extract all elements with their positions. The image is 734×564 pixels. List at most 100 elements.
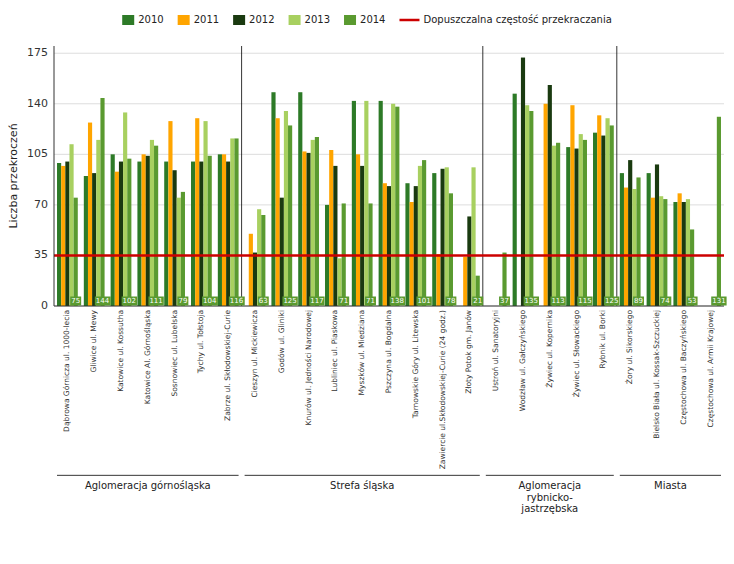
bar <box>280 198 284 306</box>
data-label: 74 <box>661 297 670 305</box>
bar <box>575 149 579 306</box>
data-label-group: 116 <box>229 297 245 306</box>
bar <box>307 153 311 306</box>
bar <box>651 198 655 306</box>
data-label-group: 75 <box>70 297 81 306</box>
data-label-group: 53 <box>687 297 698 306</box>
bar <box>69 144 73 306</box>
group-label: Miasta <box>654 480 687 491</box>
data-label-box <box>122 297 137 306</box>
bar <box>395 107 399 306</box>
data-label-box <box>633 297 644 306</box>
legend-item: 2013 <box>289 14 330 25</box>
x-tick-label: Ustroń ul. Sanatoryjni <box>491 310 500 391</box>
data-label: 131 <box>712 297 725 305</box>
x-tick-label: Cieszyn ul. Mickiewicza <box>250 310 259 398</box>
bar <box>579 134 583 306</box>
data-label-group: 138 <box>390 297 405 306</box>
bar <box>111 154 115 306</box>
bar <box>647 173 651 306</box>
legend-swatch <box>122 15 134 25</box>
data-label: 78 <box>446 297 455 305</box>
legend-item: 2012 <box>233 14 274 25</box>
bar <box>57 163 61 306</box>
data-label-group: 125 <box>604 297 619 306</box>
bar <box>605 118 609 306</box>
bar <box>257 209 261 306</box>
bar <box>284 111 288 306</box>
x-tick-label: Knurów ul. Jedności Narodowej <box>304 310 313 425</box>
bar <box>441 169 445 306</box>
bar <box>632 189 636 306</box>
bar <box>222 154 226 306</box>
data-label: 53 <box>688 297 697 305</box>
bar <box>115 172 119 306</box>
bar <box>92 173 96 306</box>
data-label-group: 78 <box>445 297 456 306</box>
legend-item: 2014 <box>344 14 385 25</box>
data-label: 101 <box>417 297 430 305</box>
data-label: 125 <box>283 297 296 305</box>
bar <box>119 162 123 306</box>
bar <box>391 104 395 306</box>
data-label-group: 131 <box>711 297 726 306</box>
bar <box>311 140 315 306</box>
data-label-group: 63 <box>258 297 269 306</box>
legend-label: 2012 <box>249 14 274 25</box>
y-tick-label: 175 <box>27 46 48 59</box>
x-tick-label: Godów ul. Gliniki <box>277 310 286 373</box>
bar <box>405 183 409 306</box>
data-label: 117 <box>310 297 323 305</box>
bar <box>686 199 690 306</box>
bar <box>164 162 168 306</box>
y-tick-label: 70 <box>34 198 48 211</box>
data-label-group: 115 <box>577 297 592 306</box>
bar <box>436 254 440 306</box>
bar <box>673 202 677 306</box>
bar <box>548 85 552 306</box>
legend-swatch <box>178 15 190 25</box>
bar <box>525 105 529 306</box>
data-label-group: 79 <box>177 297 188 306</box>
data-label: 79 <box>178 297 187 305</box>
bar <box>422 160 426 306</box>
legend-label: 2013 <box>305 14 330 25</box>
data-label-box <box>687 297 698 306</box>
group-separator <box>482 46 483 306</box>
legend: 20102011201220132014Dopuszczalna częstoś… <box>122 14 612 25</box>
grid-line <box>54 103 724 104</box>
bar <box>601 136 605 306</box>
data-label-group: 102 <box>122 297 137 306</box>
data-label-box <box>550 297 565 306</box>
x-tick-label: Tychy ul. Tołstoja <box>196 310 205 374</box>
bar <box>276 118 280 306</box>
x-tick-label: Częstochowa ul. Baczyńskiego <box>679 310 688 425</box>
data-label-box <box>390 297 405 306</box>
bar <box>352 101 356 306</box>
chart: 0357010514017575144102111791041166312511… <box>0 0 734 564</box>
bar <box>261 215 265 306</box>
y-axis-label: Liczba przekroczeń <box>7 123 20 228</box>
legend-label: 2010 <box>138 14 163 25</box>
data-label: 104 <box>203 297 217 305</box>
bar <box>597 115 601 306</box>
bar <box>682 202 686 306</box>
bar <box>521 58 525 306</box>
bar <box>556 143 560 306</box>
bar <box>387 186 391 306</box>
data-label: 135 <box>525 297 538 305</box>
data-label: 115 <box>578 297 591 305</box>
data-label: 75 <box>71 297 80 305</box>
bar <box>624 188 628 306</box>
bar <box>191 162 195 306</box>
data-label-group: 21 <box>472 297 483 306</box>
data-label-box <box>524 297 539 306</box>
group-bracket <box>245 475 480 476</box>
grid <box>54 53 724 306</box>
bar <box>467 216 471 306</box>
legend-swatch <box>289 15 301 25</box>
data-label-box <box>229 297 245 306</box>
legend-label: 2014 <box>360 14 385 25</box>
data-label: 116 <box>230 297 244 305</box>
bar <box>234 138 238 306</box>
